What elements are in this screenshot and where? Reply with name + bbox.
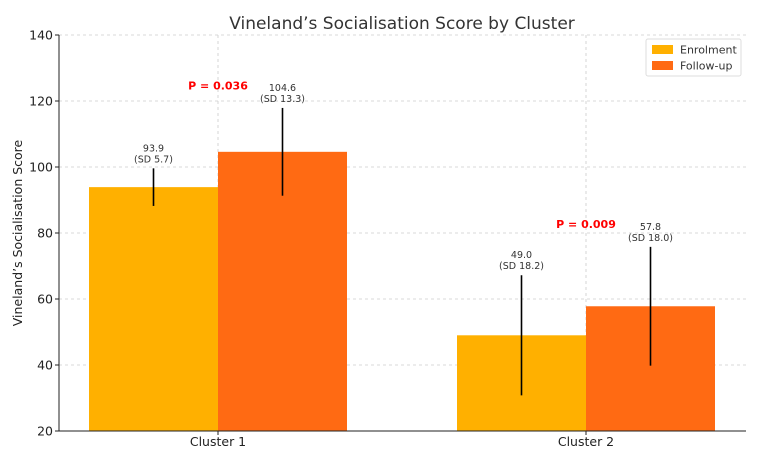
data-labels: 93.9(SD 5.7) 49.0(SD 18.2) 104.6(SD 13.3) 5… xyxy=(134,79,673,272)
value-label: 93.9 xyxy=(143,143,164,154)
y-tick-label: 100 xyxy=(29,160,53,175)
y-tick-label: 40 xyxy=(37,358,53,373)
legend: Enrolment Follow-up xyxy=(645,38,742,77)
p-value-annotation: P = 0.009 xyxy=(556,218,616,231)
bars xyxy=(89,151,715,431)
y-tick-label: 120 xyxy=(29,94,53,109)
value-label: 57.8 xyxy=(640,222,661,233)
value-label: 104.6 xyxy=(269,83,296,94)
sd-label: (SD 18.2) xyxy=(499,261,544,272)
chart-title: Vineland’s Socialisation Score by Cluste… xyxy=(229,14,575,34)
x-tick-label: Cluster 2 xyxy=(558,434,614,449)
sd-label: (SD 5.7) xyxy=(134,154,173,165)
sd-label: (SD 13.3) xyxy=(260,94,305,105)
y-tick-label: 20 xyxy=(37,424,53,439)
axes: 20 40 60 80 100 120 140 Cluster 1 Cluster 2 xyxy=(29,28,746,449)
y-tick-label: 140 xyxy=(29,28,53,43)
legend-swatch xyxy=(652,45,673,54)
y-tick-label: 80 xyxy=(37,226,53,241)
sd-label: (SD 18.0) xyxy=(628,233,673,244)
bar-enrolment-1 xyxy=(89,187,218,431)
p-value-annotation: P = 0.036 xyxy=(188,79,248,92)
y-tick-label: 60 xyxy=(37,292,53,307)
legend-label: Follow-up xyxy=(680,60,732,73)
legend-label: Enrolment xyxy=(680,44,737,57)
legend-swatch xyxy=(652,61,673,70)
value-label: 49.0 xyxy=(511,250,532,261)
bar-follow-up-1 xyxy=(218,151,347,431)
y-axis-label: Vineland’s Socialisation Score xyxy=(10,139,25,326)
error-bars xyxy=(152,107,652,396)
x-tick-label: Cluster 1 xyxy=(190,434,246,449)
